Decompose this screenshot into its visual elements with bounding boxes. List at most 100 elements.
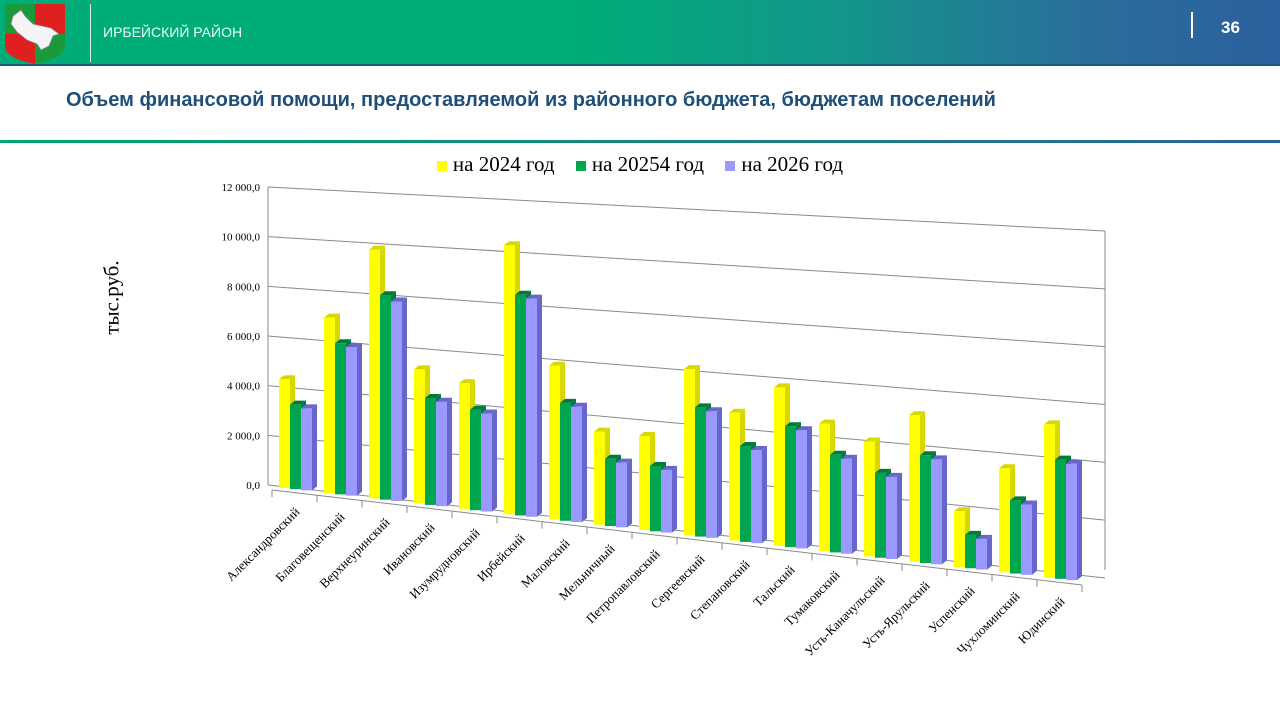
bar-top — [391, 297, 407, 302]
y-tick — [262, 237, 268, 238]
chart-legend: на 2024 год на 20254 год на 2026 год — [0, 152, 1280, 177]
bar-top — [301, 404, 317, 409]
bar-2025 — [920, 455, 931, 563]
bar-2024 — [324, 317, 335, 494]
bar-2026 — [796, 430, 807, 549]
y-tick-label: 12 000,0 — [222, 182, 261, 194]
y-tick — [262, 435, 268, 436]
bar-side — [447, 397, 452, 507]
bar-2025 — [290, 404, 301, 490]
bar-2024 — [504, 245, 515, 515]
bar-2024 — [639, 435, 650, 531]
bar-top — [560, 398, 576, 403]
bar-top — [875, 468, 891, 473]
coat-of-arms-logo — [5, 4, 65, 64]
bar-2024 — [819, 423, 830, 552]
bar-top — [470, 405, 486, 410]
bar-top — [909, 411, 925, 416]
bar-top — [369, 245, 385, 250]
page-number-divider — [1191, 12, 1193, 38]
legend-label: на 2024 год — [452, 152, 555, 176]
bar-top — [515, 290, 531, 295]
bar-2025 — [875, 472, 886, 558]
bar-top — [380, 291, 396, 296]
gridline — [267, 285, 1106, 348]
x-tick-label: Успенский — [925, 583, 977, 635]
bar-2025 — [605, 458, 616, 527]
bar-top — [346, 342, 362, 347]
y-tick-label: 6 000,0 — [227, 331, 261, 343]
bar-2024 — [954, 511, 965, 567]
bar-2024 — [459, 383, 470, 509]
header-bar: ИРБЕЙСКИЙ РАЙОН 36 — [0, 0, 1280, 66]
bar-top — [1044, 420, 1060, 425]
bar-side — [807, 426, 812, 549]
y-tick-label: 0,0 — [246, 480, 260, 492]
bar-2024 — [1044, 424, 1055, 578]
x-tick-label: Тальский — [750, 562, 797, 609]
bar-2025 — [1010, 500, 1021, 574]
bar-top — [605, 454, 621, 459]
bar-side — [672, 465, 677, 533]
bar-2025 — [785, 426, 796, 548]
bar-side — [357, 342, 362, 496]
bar-side — [582, 402, 587, 523]
bar-side — [537, 294, 542, 517]
region-name: ИРБЕЙСКИЙ РАЙОН — [103, 24, 243, 40]
bar-2024 — [999, 468, 1010, 573]
bar-top — [729, 408, 745, 413]
bar-top — [526, 294, 542, 299]
bar-2025 — [830, 454, 841, 553]
bar-2025 — [695, 407, 706, 537]
bar-side — [852, 454, 857, 554]
bar-2026 — [751, 449, 762, 544]
x-tick-label: Юдинский — [1015, 594, 1068, 647]
bar-top — [414, 365, 430, 370]
bar-top — [459, 379, 475, 384]
bar-top — [549, 361, 565, 366]
bar-top — [425, 393, 441, 398]
bar-2024 — [549, 365, 560, 520]
bar-side — [717, 407, 722, 538]
bar-2024 — [279, 379, 290, 488]
bar-side — [897, 472, 902, 560]
bar-2026 — [526, 298, 537, 517]
y-tick — [262, 485, 268, 486]
bar-side — [402, 297, 407, 501]
bar-2025 — [515, 294, 526, 516]
bar-2026 — [391, 301, 402, 501]
bar-2026 — [841, 458, 852, 554]
bar-side — [627, 458, 632, 528]
bar-top — [920, 451, 936, 456]
header-divider — [90, 4, 91, 62]
bar-top — [864, 437, 880, 442]
bar-side — [942, 455, 947, 565]
legend-swatch — [436, 161, 447, 171]
bar-top — [616, 458, 632, 463]
bar-2026 — [436, 401, 447, 507]
y-tick-label: 10 000,0 — [222, 232, 261, 244]
bar-side — [492, 409, 497, 512]
bar-top — [436, 397, 452, 402]
bar-top — [819, 419, 835, 424]
bar-top — [324, 313, 340, 318]
bar-2024 — [594, 431, 605, 525]
title-underline — [0, 140, 1280, 143]
y-tick — [262, 187, 268, 188]
bar-top — [594, 427, 610, 432]
bar-top — [684, 365, 700, 370]
bar-2024 — [684, 369, 695, 536]
bar-top — [571, 402, 587, 407]
bar-2024 — [909, 415, 920, 562]
bar-2026 — [1021, 504, 1032, 575]
bar-top — [931, 455, 947, 460]
bar-2024 — [369, 249, 380, 499]
bar-2026 — [886, 476, 897, 560]
bar-2025 — [560, 402, 571, 521]
y-tick — [262, 386, 268, 387]
bar-top — [1055, 455, 1071, 460]
bar-2026 — [616, 462, 627, 528]
bar-2025 — [650, 466, 661, 532]
bar-top — [650, 462, 666, 467]
